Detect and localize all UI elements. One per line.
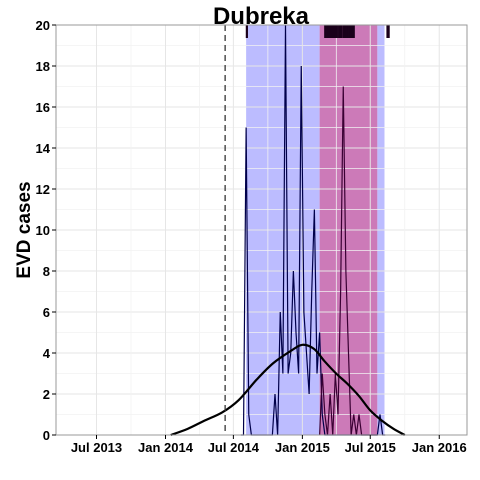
chart-title: Dubreka [213,3,310,30]
x-tick-label: Jan 2014 [138,440,194,455]
y-tick-label: 6 [43,305,50,320]
x-tick-label: Jul 2015 [345,440,396,455]
y-tick-label: 4 [43,346,51,361]
y-tick-label: 16 [36,100,50,115]
x-axis: Jul 2013 Jan 2014 Jul 2014 Jan 2015 Jul 2015… [71,435,467,455]
y-tick-label: 14 [36,141,51,156]
y-tick-label: 12 [36,182,50,197]
y-axis: 0 2 4 6 8 10 12 14 16 18 20 [36,18,56,443]
x-tick-label: Jan 2015 [275,440,330,455]
y-tick-label: 18 [36,59,50,74]
smoothed-trend-line [170,343,406,437]
grid [56,24,467,436]
x-tick-label: Jan 2016 [412,440,467,455]
y-tick-label: 20 [36,18,50,33]
y-tick-label: 2 [43,387,50,402]
y-tick-label: 8 [43,264,50,279]
y-tick-label: 10 [36,223,50,238]
rug-marks [245,25,390,38]
y-tick-label: 0 [43,428,50,443]
x-tick-label: Jul 2014 [208,440,260,455]
x-tick-label: Jul 2013 [71,440,122,455]
y-axis-label: EVD cases [14,181,35,278]
